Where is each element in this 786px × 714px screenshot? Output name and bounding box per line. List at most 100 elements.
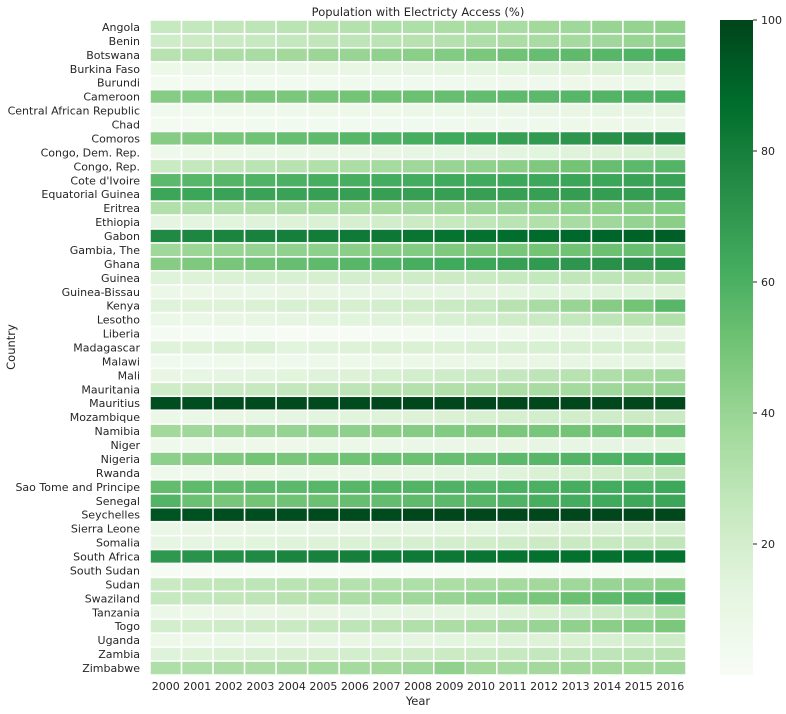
heatmap-cell: [180, 632, 214, 648]
x-tick-label: 2012: [530, 680, 558, 693]
heatmap-cell: [622, 562, 656, 579]
heatmap-cell: [433, 297, 467, 314]
heatmap-cell: [496, 520, 530, 537]
heatmap-cell: [306, 61, 340, 77]
heatmap-cell: [275, 423, 309, 439]
heatmap-cell: [433, 660, 467, 676]
y-tick-label: Somalia: [96, 537, 140, 550]
heatmap-cell: [369, 353, 403, 370]
heatmap-cell: [590, 214, 624, 230]
heatmap-cell: [527, 451, 561, 467]
heatmap-cell: [212, 144, 246, 161]
heatmap-cell: [275, 367, 309, 384]
heatmap-cell: [212, 562, 246, 579]
heatmap-cell: [306, 437, 340, 453]
heatmap-cell: [401, 47, 435, 63]
heatmap-cell: [180, 325, 214, 342]
y-tick-label: Kenya: [106, 300, 140, 313]
heatmap-cell: [464, 200, 498, 216]
x-tick-label: 2007: [372, 680, 400, 693]
heatmap-cell: [622, 451, 656, 467]
heatmap-cell: [149, 102, 183, 119]
heatmap-cell: [590, 395, 624, 411]
heatmap-cell: [622, 297, 656, 314]
heatmap-cell: [338, 256, 372, 272]
heatmap-cell: [401, 451, 435, 467]
heatmap-cell: [622, 618, 656, 634]
heatmap-cell: [496, 381, 530, 398]
heatmap-cell: [243, 214, 277, 230]
heatmap-cell: [590, 311, 624, 328]
heatmap-cell: [590, 660, 624, 676]
heatmap-cell: [464, 423, 498, 439]
heatmap-cell: [243, 130, 277, 147]
heatmap-cell: [149, 534, 183, 551]
heatmap-cell: [496, 256, 530, 272]
heatmap-cell: [180, 618, 214, 634]
heatmap-cell: [306, 451, 340, 467]
heatmap-cell: [338, 242, 372, 258]
heatmap-cell: [527, 507, 561, 523]
heatmap-cell: [653, 270, 687, 286]
heatmap-cell: [306, 576, 340, 593]
heatmap-cell: [338, 367, 372, 384]
heatmap-cell: [243, 284, 277, 300]
heatmap-cell: [212, 493, 246, 509]
y-tick-label: Equatorial Guinea: [41, 188, 140, 201]
heatmap-cell: [464, 437, 498, 453]
heatmap-cell: [275, 297, 309, 314]
heatmap-cell: [401, 604, 435, 621]
heatmap-cell: [275, 19, 309, 35]
heatmap-cell: [212, 451, 246, 467]
heatmap-cell: [433, 200, 467, 216]
heatmap-cell: [180, 144, 214, 161]
heatmap-cell: [433, 325, 467, 342]
heatmap-cell: [149, 270, 183, 286]
heatmap-cell: [590, 172, 624, 188]
heatmap-cell: [306, 590, 340, 607]
heatmap-cell: [433, 493, 467, 509]
heatmap-cell: [401, 423, 435, 439]
heatmap-cell: [369, 339, 403, 356]
heatmap-cell: [306, 367, 340, 384]
heatmap-cell: [496, 19, 530, 35]
heatmap-cell: [527, 311, 561, 328]
heatmap-cell: [653, 47, 687, 63]
heatmap-cell: [243, 590, 277, 607]
heatmap-cell: [369, 130, 403, 147]
y-tick-label: Mali: [118, 369, 140, 382]
heatmap-cell: [527, 353, 561, 370]
heatmap-cell: [496, 646, 530, 662]
heatmap-cell: [496, 311, 530, 328]
heatmap-cell: [338, 353, 372, 370]
heatmap-cell: [559, 409, 593, 425]
heatmap-cell: [622, 270, 656, 286]
heatmap-cell: [527, 270, 561, 286]
heatmap-cell: [527, 618, 561, 634]
heatmap-cell: [559, 367, 593, 384]
heatmap-cell: [401, 562, 435, 579]
heatmap-cell: [212, 172, 246, 188]
heatmap-cell: [306, 102, 340, 119]
y-tick-label: Mauritius: [89, 397, 140, 410]
heatmap-cell: [180, 479, 214, 495]
heatmap-cell: [338, 102, 372, 119]
heatmap-cell: [559, 284, 593, 300]
heatmap-cell: [306, 228, 340, 244]
x-tick-label: 2014: [593, 680, 621, 693]
heatmap-cell: [433, 61, 467, 77]
heatmap-cell: [622, 74, 656, 91]
heatmap-cell: [180, 660, 214, 676]
heatmap-cell: [464, 297, 498, 314]
heatmap-cell: [559, 158, 593, 175]
heatmap-cell: [338, 548, 372, 565]
heatmap-cell: [275, 632, 309, 648]
heatmap-cell: [653, 479, 687, 495]
heatmap-cell: [401, 214, 435, 230]
y-tick-label: Lesotho: [97, 314, 140, 327]
heatmap-cell: [275, 284, 309, 300]
heatmap-cell: [369, 395, 403, 411]
heatmap-cell: [433, 47, 467, 63]
heatmap-cell: [433, 409, 467, 425]
heatmap-cell: [496, 367, 530, 384]
